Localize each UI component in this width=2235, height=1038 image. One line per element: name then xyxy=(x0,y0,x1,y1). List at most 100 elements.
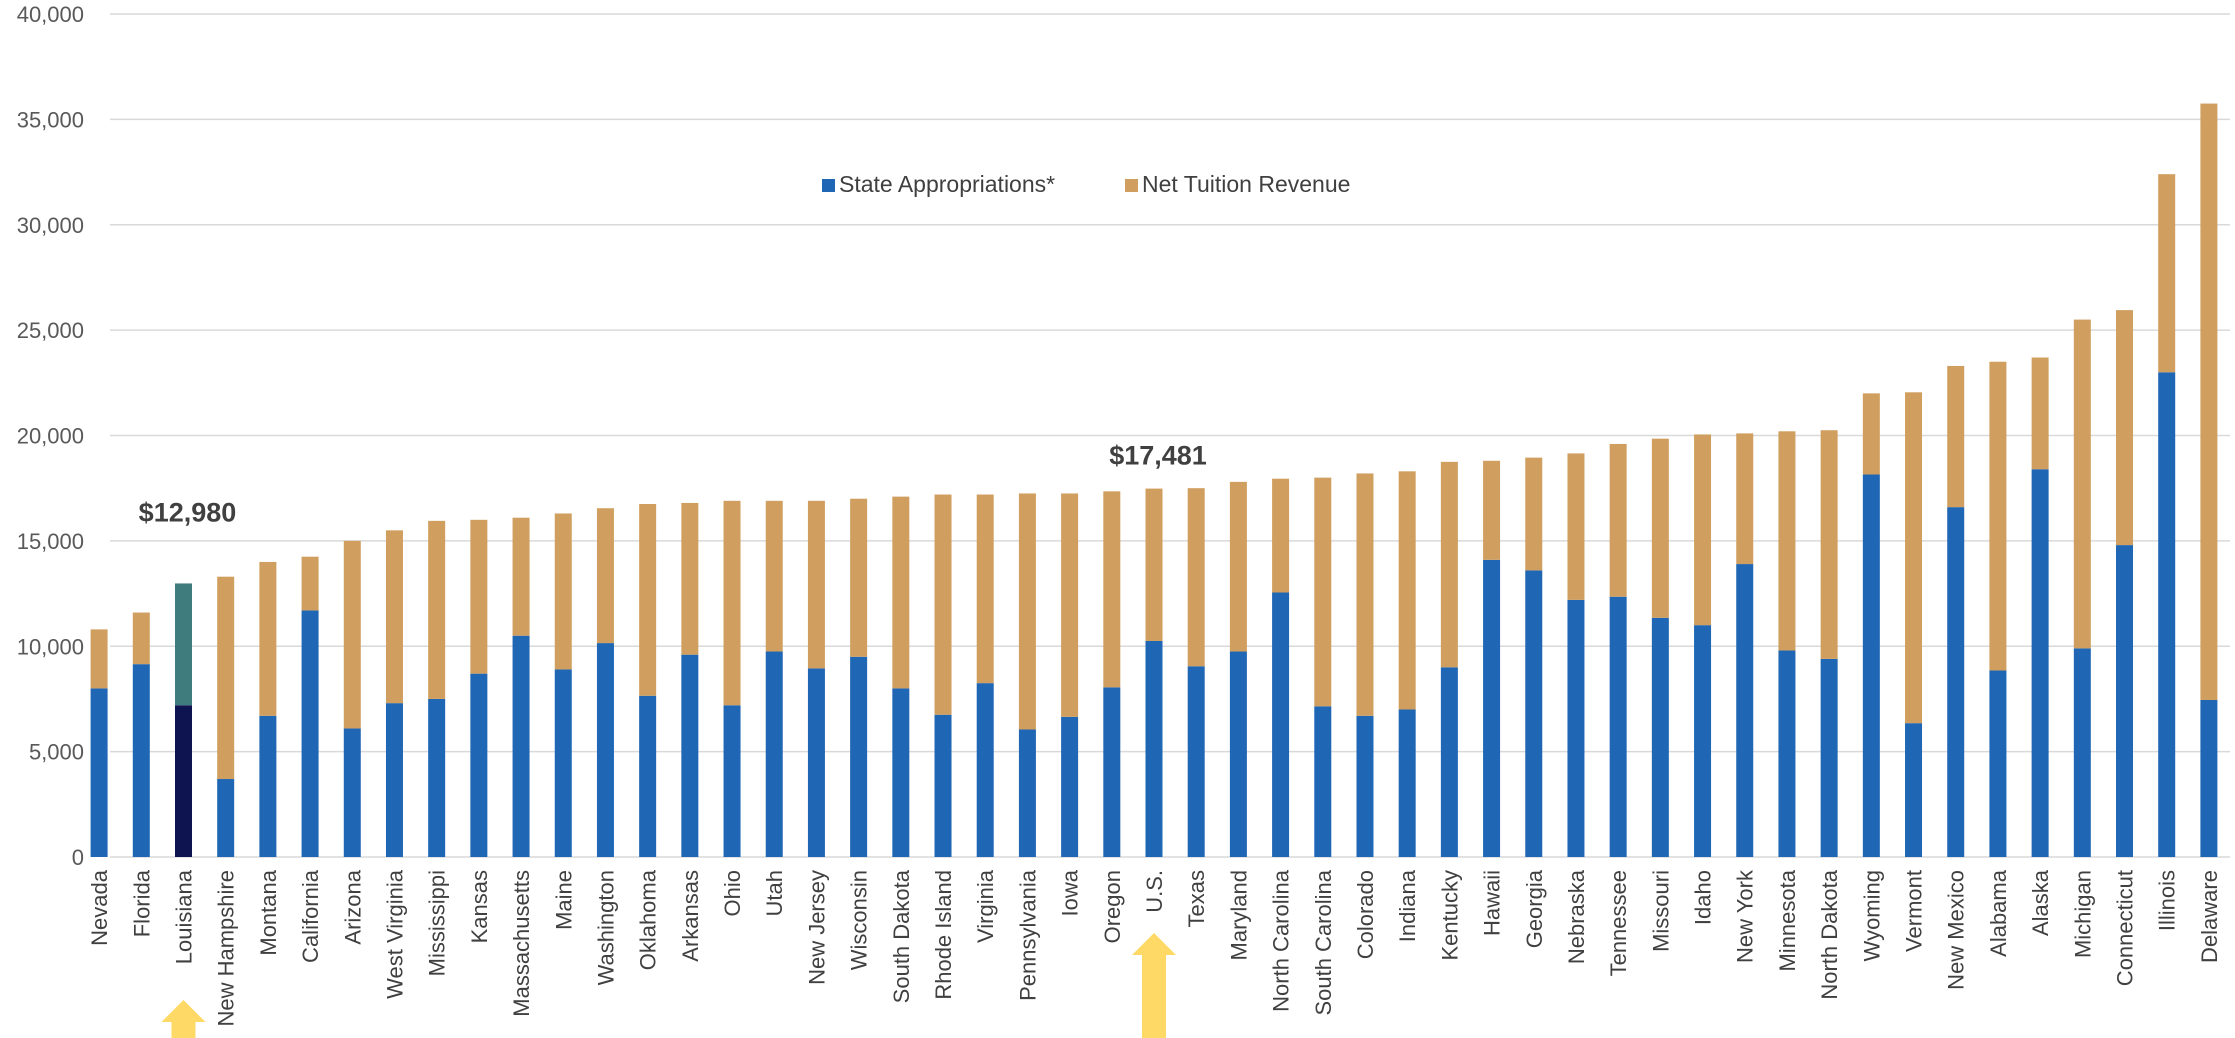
bar-state-appropriations-michigan xyxy=(2073,648,2091,857)
bar-net-tuition-new-jersey xyxy=(807,500,825,669)
legend-swatch-state-appropriations xyxy=(822,179,835,192)
bar-state-appropriations-delaware xyxy=(2200,699,2218,857)
bar-net-tuition-oklahoma xyxy=(639,503,657,696)
bar-net-tuition-vermont xyxy=(1905,392,1923,724)
x-tick-label-maine: Maine xyxy=(551,870,576,930)
x-tick-label-kansas: Kansas xyxy=(467,870,492,943)
x-tick-label-michigan: Michigan xyxy=(2070,870,2095,958)
y-tick-label: 20,000 xyxy=(17,424,84,449)
x-tick-label-south-carolina: South Carolina xyxy=(1311,869,1336,1015)
x-tick-label-vermont: Vermont xyxy=(1902,870,1927,952)
bar-net-tuition-wyoming xyxy=(1862,393,1880,475)
legend-swatch-net-tuition-revenue xyxy=(1125,179,1138,192)
x-tick-label-north-carolina: North Carolina xyxy=(1269,869,1294,1012)
bar-net-tuition-missouri xyxy=(1651,438,1669,618)
bar-state-appropriations-arizona xyxy=(343,728,361,857)
bar-net-tuition-massachusetts xyxy=(512,517,530,636)
bar-state-appropriations-louisiana xyxy=(174,705,192,857)
y-tick-label: 0 xyxy=(72,845,84,870)
bar-state-appropriations-california xyxy=(301,610,319,857)
x-tick-label-idaho: Idaho xyxy=(1691,870,1716,925)
bar-state-appropriations-iowa xyxy=(1061,716,1079,857)
x-tick-label-minnesota: Minnesota xyxy=(1775,869,1800,971)
bar-state-appropriations-montana xyxy=(259,715,277,857)
bar-state-appropriations-vermont xyxy=(1905,723,1923,857)
y-tick-label: 30,000 xyxy=(17,213,84,238)
bar-state-appropriations-north-dakota xyxy=(1820,658,1838,857)
annotations: $12,980 $17,481 xyxy=(139,441,1207,528)
bar-net-tuition-wisconsin xyxy=(850,498,868,657)
bar-state-appropriations-u-s xyxy=(1145,640,1163,857)
bar-state-appropriations-connecticut xyxy=(2116,545,2134,857)
bar-net-tuition-indiana xyxy=(1398,471,1416,710)
bar-net-tuition-washington xyxy=(596,508,614,644)
y-tick-label: 35,000 xyxy=(17,107,84,132)
bar-state-appropriations-texas xyxy=(1187,666,1205,857)
x-tick-label-tennessee: Tennessee xyxy=(1606,870,1631,976)
bar-state-appropriations-kansas xyxy=(470,673,488,857)
bar-state-appropriations-new-hampshire xyxy=(217,779,235,857)
bar-state-appropriations-pennsylvania xyxy=(1018,729,1036,857)
y-tick-label: 25,000 xyxy=(17,318,84,343)
x-tick-label-new-jersey: New Jersey xyxy=(804,870,829,985)
bar-state-appropriations-wisconsin xyxy=(850,656,868,857)
x-tick-label-colorado: Colorado xyxy=(1353,870,1378,959)
callout-arrows xyxy=(161,933,1176,1038)
bar-state-appropriations-nevada xyxy=(90,688,108,857)
gridlines xyxy=(110,13,2230,858)
x-tick-label-ohio: Ohio xyxy=(720,870,745,916)
bar-net-tuition-minnesota xyxy=(1778,431,1796,651)
y-axis: 0 5,000 10,000 15,000 20,000 25,000 30,000 35,0… xyxy=(17,2,84,870)
x-tick-label-indiana: Indiana xyxy=(1395,869,1420,942)
x-tick-label-nebraska: Nebraska xyxy=(1564,869,1589,964)
bar-state-appropriations-maine xyxy=(554,669,572,857)
bar-state-appropriations-kentucky xyxy=(1440,667,1458,857)
x-tick-label-new-mexico: New Mexico xyxy=(1944,870,1969,990)
bar-net-tuition-new-york xyxy=(1736,433,1754,565)
bar-net-tuition-michigan xyxy=(2073,319,2091,649)
x-tick-label-washington: Washington xyxy=(593,870,618,985)
x-tick-label-louisiana: Louisiana xyxy=(171,869,196,964)
bar-net-tuition-arkansas xyxy=(681,502,699,655)
bar-net-tuition-u-s xyxy=(1145,488,1163,641)
x-tick-label-alaska: Alaska xyxy=(2028,869,2053,936)
bar-net-tuition-new-hampshire xyxy=(217,576,235,780)
bar-net-tuition-iowa xyxy=(1061,493,1079,717)
x-tick-label-maryland: Maryland xyxy=(1226,870,1251,960)
bar-net-tuition-utah xyxy=(765,500,783,652)
bar-net-tuition-south-carolina xyxy=(1314,477,1332,707)
bar-state-appropriations-georgia xyxy=(1525,570,1543,857)
x-tick-label-texas: Texas xyxy=(1184,870,1209,927)
bar-state-appropriations-utah xyxy=(765,651,783,857)
bar-state-appropriations-ohio xyxy=(723,705,741,857)
bar-state-appropriations-missouri xyxy=(1651,617,1669,857)
bar-net-tuition-west-virginia xyxy=(385,530,403,704)
bar-state-appropriations-florida xyxy=(132,664,150,857)
bar-state-appropriations-tennessee xyxy=(1609,596,1627,857)
bar-net-tuition-illinois xyxy=(2158,174,2176,373)
bar-state-appropriations-mississippi xyxy=(428,698,446,857)
bar-net-tuition-south-dakota xyxy=(892,496,910,689)
bar-state-appropriations-indiana xyxy=(1398,709,1416,857)
bar-state-appropriations-rhode-island xyxy=(934,714,952,857)
bar-state-appropriations-new-york xyxy=(1736,564,1754,857)
bar-net-tuition-georgia xyxy=(1525,457,1543,571)
bar-state-appropriations-alabama xyxy=(1989,670,2007,857)
x-tick-label-missouri: Missouri xyxy=(1648,870,1673,952)
x-tick-label-arizona: Arizona xyxy=(340,869,365,944)
y-tick-label: 40,000 xyxy=(17,2,84,27)
x-tick-label-rhode-island: Rhode Island xyxy=(931,870,956,1000)
y-tick-label: 15,000 xyxy=(17,529,84,554)
bar-net-tuition-idaho xyxy=(1694,434,1712,626)
bar-net-tuition-north-carolina xyxy=(1272,478,1290,593)
bar-net-tuition-ohio xyxy=(723,500,741,706)
bar-state-appropriations-washington xyxy=(596,643,614,857)
arrow-up-icon xyxy=(1132,933,1176,1038)
bar-net-tuition-louisiana xyxy=(174,583,192,706)
x-tick-label-arkansas: Arkansas xyxy=(678,870,703,962)
bar-net-tuition-north-dakota xyxy=(1820,430,1838,659)
bar-state-appropriations-south-dakota xyxy=(892,688,910,857)
x-tick-label-wisconsin: Wisconsin xyxy=(847,870,872,970)
x-tick-label-new-hampshire: New Hampshire xyxy=(214,870,239,1027)
bar-net-tuition-alaska xyxy=(2031,357,2049,470)
